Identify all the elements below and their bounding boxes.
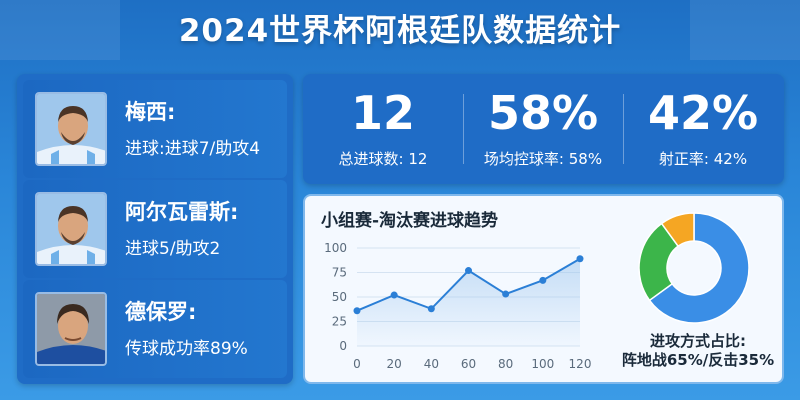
- chart-title: 小组赛-淘汰赛进球趋势: [321, 211, 499, 231]
- kpi-value: 12: [350, 86, 415, 140]
- kpi-label: 场均控球率: 58%: [483, 150, 603, 168]
- data-point: [576, 255, 584, 263]
- data-point: [353, 307, 361, 315]
- data-point: [539, 276, 547, 284]
- player-card: 梅西: 进球:进球7/助攻4: [23, 80, 287, 178]
- kpi-total-goals: 12 总进球数: 12: [303, 74, 463, 184]
- y-tick-label: 25: [332, 315, 347, 329]
- kpi-divider: [463, 94, 464, 164]
- kpi-label: 总进球数: 12: [338, 150, 428, 168]
- y-tick-label: 100: [324, 241, 347, 255]
- x-tick-label: 120: [569, 357, 592, 371]
- series-area: [357, 258, 580, 346]
- donut-caption: 进攻方式占比: 阵地战65%/反击35%: [613, 332, 783, 370]
- donut-caption-line2: 阵地战65%/反击35%: [621, 351, 775, 369]
- player-portrait-icon: [35, 92, 107, 166]
- x-tick-label: 40: [424, 357, 439, 371]
- chart-panel: 0 25 50 75 100 0 20 40 60 80 100 120 小组赛-淘汰赛进球趋势 进攻…: [303, 194, 784, 384]
- x-tick-label: 60: [461, 357, 476, 371]
- player-stat: 传球成功率89%: [125, 339, 248, 359]
- y-tick-label: 75: [332, 266, 347, 280]
- player-card: 阿尔瓦雷斯: 进球5/助攻2: [23, 180, 287, 278]
- kpi-divider: [623, 94, 624, 164]
- kpi-panel: 12 总进球数: 12 58% 场均控球率: 58% 42% 射正率: 42%: [303, 74, 784, 184]
- background-decoration: [690, 0, 800, 60]
- donut-slice: [648, 212, 750, 324]
- donut-caption-line1: 进攻方式占比:: [650, 332, 746, 350]
- kpi-shot-accuracy: 42% 射正率: 42%: [623, 74, 783, 184]
- y-tick-label: 0: [339, 339, 347, 353]
- player-card: 德保罗: 传球成功率89%: [23, 280, 287, 378]
- background-decoration: [0, 0, 120, 60]
- donut-slice: [660, 212, 695, 248]
- player-stat: 进球5/助攻2: [125, 239, 221, 259]
- player-stat: 进球:进球7/助攻4: [125, 139, 261, 159]
- player-portrait-icon: [35, 292, 107, 366]
- page-title: 2024世界杯阿根廷队数据统计: [178, 13, 622, 49]
- x-tick-label: 20: [387, 357, 402, 371]
- player-name: 阿尔瓦雷斯:: [125, 200, 239, 224]
- data-point: [427, 305, 435, 313]
- player-name: 梅西:: [125, 100, 176, 124]
- x-tick-label: 0: [353, 357, 361, 371]
- data-point: [502, 290, 510, 298]
- x-tick-label: 80: [498, 357, 513, 371]
- y-tick-label: 50: [332, 290, 347, 304]
- kpi-label: 射正率: 42%: [658, 150, 748, 168]
- kpi-possession: 58% 场均控球率: 58%: [463, 74, 623, 184]
- kpi-value: 42%: [647, 86, 759, 140]
- data-point: [465, 267, 472, 275]
- data-point: [390, 291, 398, 299]
- kpi-value: 58%: [487, 86, 599, 140]
- player-portrait-icon: [35, 192, 107, 266]
- chart-canvas: 0 25 50 75 100 0 20 40 60 80 100 120: [324, 212, 750, 371]
- player-panel: 梅西: 进球:进球7/助攻4 阿尔瓦雷斯: 进球5/助攻2: [17, 74, 293, 384]
- player-name: 德保罗:: [125, 300, 197, 324]
- x-tick-label: 100: [531, 357, 554, 371]
